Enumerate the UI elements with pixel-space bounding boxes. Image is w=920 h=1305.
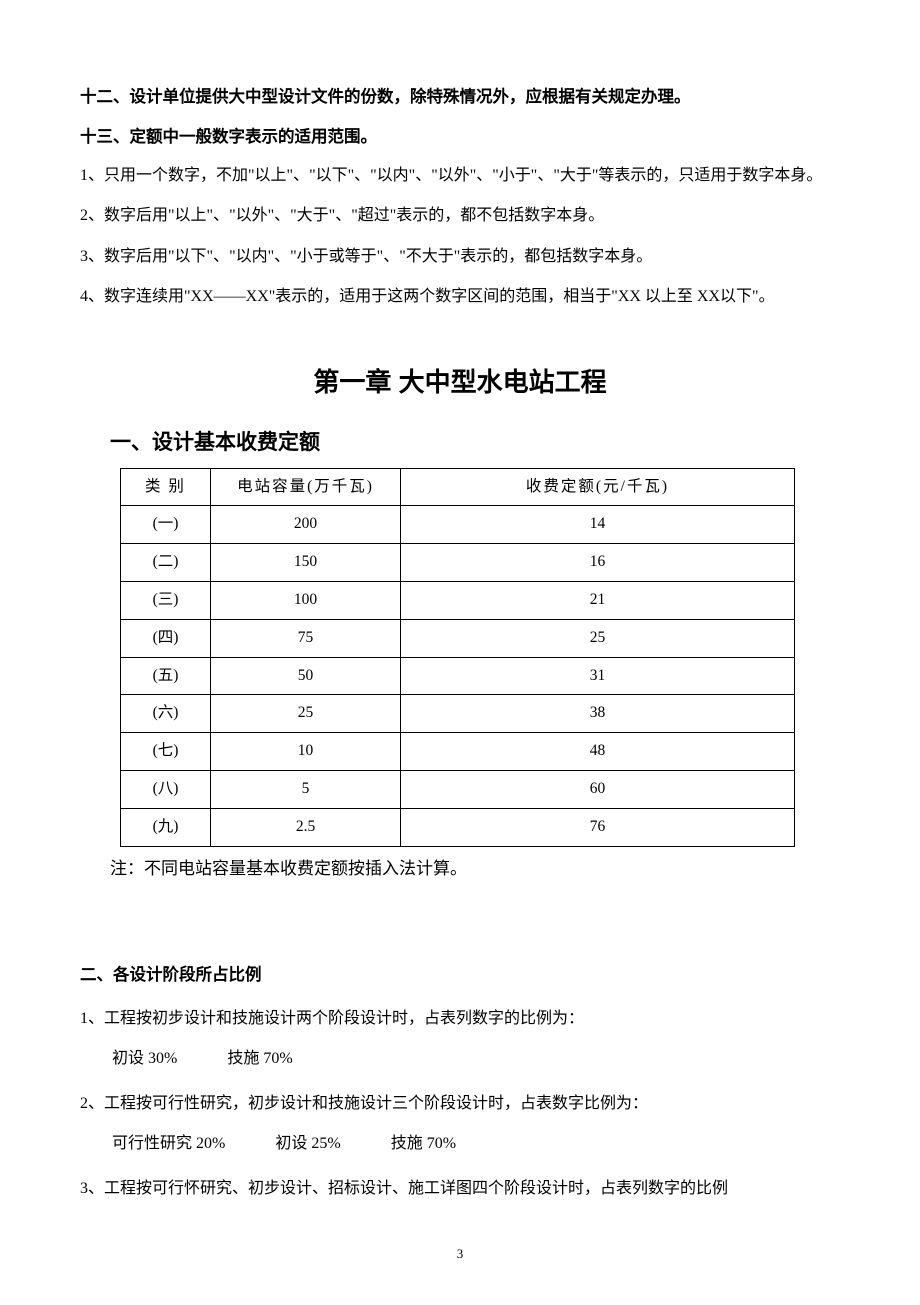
stage-2-b: 初设 25% bbox=[275, 1135, 340, 1152]
page-number: 3 bbox=[80, 1244, 840, 1265]
cell-capacity: 200 bbox=[211, 506, 401, 544]
para-3: 3、数字后用"以下"、"以内"、"小于或等于"、"不大于"表示的，都包括数字本身… bbox=[80, 242, 840, 272]
cell-capacity: 50 bbox=[211, 657, 401, 695]
stage-3: 3、工程按可行怀研究、初步设计、招标设计、施工详图四个阶段设计时，占表列数字的比… bbox=[80, 1174, 840, 1204]
stage-2-c: 技施 70% bbox=[391, 1135, 456, 1152]
cell-fee: 25 bbox=[401, 619, 795, 657]
heading-12: 十二、设计单位提供大中型设计文件的份数，除特殊情况外，应根据有关规定办理。 bbox=[80, 84, 840, 110]
header-capacity: 电站容量(万千瓦) bbox=[211, 468, 401, 506]
para-1: 1、只用一个数字，不加"以上"、"以下"、"以内"、"以外"、"小于"、"大于"… bbox=[80, 161, 840, 191]
cell-fee: 60 bbox=[401, 770, 795, 808]
stage-1: 1、工程按初步设计和技施设计两个阶段设计时，占表列数字的比例为： bbox=[80, 1004, 840, 1034]
stage-1-a: 初设 30% bbox=[112, 1050, 177, 1067]
section-2-title: 二、各设计阶段所占比例 bbox=[80, 962, 840, 988]
table-header-row: 类 别 电站容量(万千瓦) 收费定额(元/千瓦) bbox=[121, 468, 795, 506]
para-4: 4、数字连续用"XX——XX"表示的，适用于这两个数字区间的范围，相当于"XX … bbox=[80, 282, 840, 312]
chapter-title: 第一章 大中型水电站工程 bbox=[80, 362, 840, 404]
cell-capacity: 10 bbox=[211, 733, 401, 771]
para-2: 2、数字后用"以上"、"以外"、"大于"、"超过"表示的，都不包括数字本身。 bbox=[80, 201, 840, 231]
fee-table: 类 别 电站容量(万千瓦) 收费定额(元/千瓦) (一)20014(二)1501… bbox=[120, 468, 795, 847]
header-fee: 收费定额(元/千瓦) bbox=[401, 468, 795, 506]
cell-category: (三) bbox=[121, 581, 211, 619]
cell-capacity: 75 bbox=[211, 619, 401, 657]
section-1-title: 一、设计基本收费定额 bbox=[110, 426, 840, 460]
cell-capacity: 150 bbox=[211, 544, 401, 582]
cell-category: (七) bbox=[121, 733, 211, 771]
table-row: (九)2.576 bbox=[121, 808, 795, 846]
table-row: (七)1048 bbox=[121, 733, 795, 771]
cell-capacity: 25 bbox=[211, 695, 401, 733]
table-row: (八)560 bbox=[121, 770, 795, 808]
stage-2-detail: 可行性研究 20% 初设 25% 技施 70% bbox=[112, 1129, 840, 1159]
cell-fee: 14 bbox=[401, 506, 795, 544]
cell-category: (六) bbox=[121, 695, 211, 733]
table-row: (四)7525 bbox=[121, 619, 795, 657]
cell-fee: 76 bbox=[401, 808, 795, 846]
cell-category: (二) bbox=[121, 544, 211, 582]
cell-capacity: 5 bbox=[211, 770, 401, 808]
table-row: (六)2538 bbox=[121, 695, 795, 733]
table-row: (五)5031 bbox=[121, 657, 795, 695]
cell-fee: 21 bbox=[401, 581, 795, 619]
header-category: 类 别 bbox=[121, 468, 211, 506]
cell-capacity: 100 bbox=[211, 581, 401, 619]
cell-fee: 16 bbox=[401, 544, 795, 582]
cell-fee: 31 bbox=[401, 657, 795, 695]
stage-1-detail: 初设 30% 技施 70% bbox=[112, 1044, 840, 1074]
table-row: (一)20014 bbox=[121, 506, 795, 544]
table-note: 注：不同电站容量基本收费定额按插入法计算。 bbox=[110, 855, 840, 882]
table-row: (二)15016 bbox=[121, 544, 795, 582]
cell-category: (一) bbox=[121, 506, 211, 544]
cell-category: (九) bbox=[121, 808, 211, 846]
cell-category: (五) bbox=[121, 657, 211, 695]
cell-fee: 48 bbox=[401, 733, 795, 771]
cell-fee: 38 bbox=[401, 695, 795, 733]
stage-2-a: 可行性研究 20% bbox=[112, 1135, 225, 1152]
cell-capacity: 2.5 bbox=[211, 808, 401, 846]
heading-13: 十三、定额中一般数字表示的适用范围。 bbox=[80, 124, 840, 150]
cell-category: (八) bbox=[121, 770, 211, 808]
table-row: (三)10021 bbox=[121, 581, 795, 619]
stage-2: 2、工程按可行性研究，初步设计和技施设计三个阶段设计时，占表数字比例为： bbox=[80, 1089, 840, 1119]
cell-category: (四) bbox=[121, 619, 211, 657]
stage-1-b: 技施 70% bbox=[227, 1050, 292, 1067]
